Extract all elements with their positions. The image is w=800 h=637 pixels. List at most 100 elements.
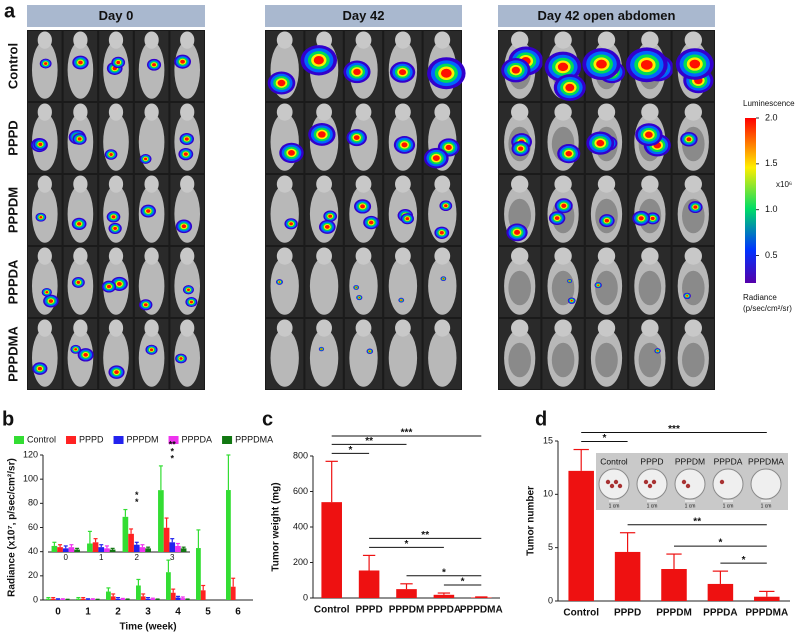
mouse-head [434, 247, 451, 265]
error-bar [106, 587, 111, 592]
x-tick-label: PPPDM [389, 605, 425, 616]
mouse-head [108, 319, 124, 337]
abdomen [508, 270, 531, 306]
legend-label: Control [27, 434, 56, 444]
bar [185, 599, 190, 600]
bar [180, 548, 187, 552]
signal-blob [368, 350, 371, 353]
abdomen [682, 270, 705, 306]
mouse-head [355, 31, 372, 49]
bar [115, 598, 121, 600]
significance-label: * [135, 490, 139, 500]
bar [166, 572, 171, 600]
x-tick-label: PPPDM [656, 608, 692, 619]
error-bar [325, 460, 338, 503]
signal-blob [565, 83, 575, 92]
bar [163, 527, 170, 552]
y-tick-label: 80 [28, 498, 38, 508]
mouse-body [388, 257, 418, 315]
error-bar [86, 598, 90, 600]
signal-blob [400, 299, 403, 301]
error-bar [158, 465, 163, 491]
error-bar [76, 596, 81, 599]
error-bar [87, 530, 92, 544]
mouse-head [434, 31, 451, 49]
bar [85, 599, 91, 600]
mouse-head [434, 103, 451, 121]
mouse-head [684, 319, 702, 337]
bar [57, 547, 63, 552]
mouse-head [180, 319, 195, 337]
abdomen [638, 270, 662, 306]
mouse-head [684, 247, 702, 265]
signal-blob [442, 278, 445, 280]
signal-blob [76, 280, 81, 284]
signal-blob [111, 215, 116, 219]
y-tick-label: 800 [293, 450, 308, 460]
x-tick-label: 4 [175, 607, 181, 618]
mouse-head [37, 175, 52, 193]
bar [196, 548, 201, 600]
signal-blob [355, 286, 357, 289]
mouse-body [388, 329, 418, 387]
significance-label: * [348, 445, 352, 456]
mouse-body [309, 329, 339, 387]
y-axis-label: Tumor weight (mg) [271, 482, 282, 571]
error-bar [146, 596, 150, 599]
x-tick-label: PPPDMA [460, 605, 503, 616]
mouse-head [395, 319, 411, 337]
tumor [617, 483, 623, 489]
mouse-head [180, 175, 195, 193]
signal-blob [360, 204, 365, 209]
signal-blob [439, 231, 444, 235]
signal-blob [353, 135, 360, 140]
scale-label: 1 cm [647, 503, 658, 509]
mouse-body [31, 185, 58, 243]
y-tick-label: 100 [23, 474, 38, 484]
y-tick-label: 15 [543, 435, 553, 445]
signal-blob [368, 220, 374, 225]
signal-blob [186, 288, 190, 292]
signal-blob [444, 204, 448, 208]
bar [139, 547, 146, 552]
significance-label: * [718, 538, 722, 549]
x-tick-label: 2 [135, 553, 140, 562]
signal-blob [277, 79, 286, 87]
colorbar [745, 118, 756, 283]
panel-label: d [535, 408, 547, 430]
error-bar [666, 553, 682, 569]
mouse-head [597, 319, 616, 337]
mouse-head [395, 103, 411, 121]
legend-label: PPPDMA [235, 434, 273, 444]
bar [80, 598, 86, 600]
legend-label: PPPDA [182, 434, 213, 444]
y-axis-label: Tumor number [526, 486, 537, 556]
significance-label: *** [401, 428, 413, 439]
signal-blob [143, 303, 148, 307]
bar [76, 598, 81, 600]
x-tick-label: 3 [145, 607, 151, 618]
mouse-head [144, 175, 159, 193]
signal-blob [565, 150, 572, 157]
tumor [681, 479, 687, 485]
error-bar [166, 559, 171, 573]
mouse-head [144, 319, 159, 337]
error-bar [116, 596, 120, 599]
signal-blob [432, 155, 440, 162]
signal-blob [152, 63, 157, 67]
signal-blob [37, 366, 42, 371]
signal-blob [405, 217, 410, 221]
x-tick-label: 3 [170, 553, 175, 562]
panel-label: c [262, 408, 273, 430]
bar [90, 599, 96, 600]
bar [150, 598, 156, 600]
signal-blob [83, 352, 88, 357]
bar [230, 586, 236, 600]
signal-blob [561, 203, 567, 208]
bar [568, 470, 594, 601]
x-tick-label: PPPDMA [745, 608, 788, 619]
signal-blob [693, 205, 698, 209]
row-label: PPPDM [5, 187, 20, 233]
error-bar [181, 546, 186, 549]
